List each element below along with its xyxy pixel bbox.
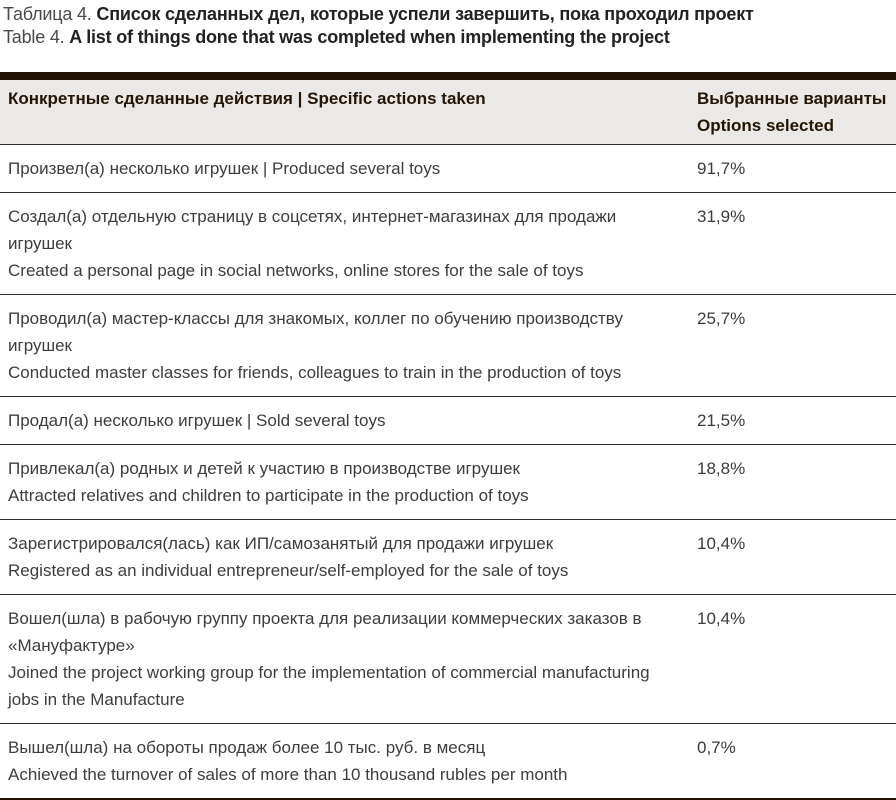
table-top-rule (0, 72, 896, 80)
value-cell: 10,4% (697, 609, 746, 628)
table-caption: Таблица 4. Список сделанных дел, которые… (0, 0, 896, 49)
action-line: Joined the project working group for the… (8, 663, 650, 709)
caption-ru-number: Таблица 4. (3, 4, 92, 24)
action-line: Achieved the turnover of sales of more t… (8, 765, 568, 784)
value-cell: 21,5% (697, 411, 746, 430)
table-row: Вышел(шла) на обороты продаж более 10 ты… (0, 724, 896, 798)
action-line: Проводил(а) мастер-классы для знакомых, … (8, 309, 623, 355)
table-row: Продал(а) несколько игрушек | Sold sever… (0, 397, 896, 445)
action-line: Registered as an individual entrepreneur… (8, 561, 569, 580)
table-caption-en: Table 4. A list of things done that was … (3, 26, 886, 49)
action-cell: Проводил(а) мастер-классы для знакомых, … (0, 305, 697, 386)
action-line: Вышел(шла) на обороты продаж более 10 ты… (8, 738, 486, 757)
table-row: Произвел(а) несколько игрушек | Produced… (0, 145, 896, 193)
action-line: Создал(а) отдельную страницу в соцсетях,… (8, 207, 617, 253)
action-line: Attracted relatives and children to part… (8, 486, 529, 505)
value-cell: 0,7% (697, 738, 736, 757)
action-line: Conducted master classes for friends, co… (8, 363, 622, 382)
column-header-options: Выбранные варианты Options selected (697, 85, 896, 139)
action-cell: Произвел(а) несколько игрушек | Produced… (0, 155, 697, 182)
value-cell: 10,4% (697, 534, 746, 553)
caption-en-title: A list of things done that was completed… (69, 27, 670, 47)
caption-ru-title: Список сделанных дел, которые успели зав… (96, 4, 754, 24)
value-cell: 18,8% (697, 459, 746, 478)
action-line: Произвел(а) несколько игрушек | Produced… (8, 159, 441, 178)
action-cell: Продал(а) несколько игрушек | Sold sever… (0, 407, 697, 434)
action-cell: Привлекал(а) родных и детей к участию в … (0, 455, 697, 509)
action-line: Зарегистрировался(лась) как ИП/самозанят… (8, 534, 554, 553)
table-row: Вошел(шла) в рабочую группу проекта для … (0, 595, 896, 724)
table-row: Проводил(а) мастер-классы для знакомых, … (0, 295, 896, 397)
column-header-actions: Конкретные сделанные действия | Specific… (8, 89, 486, 108)
value-cell: 91,7% (697, 159, 746, 178)
action-cell: Создал(а) отдельную страницу в соцсетях,… (0, 203, 697, 284)
action-cell: Зарегистрировался(лась) как ИП/самозанят… (0, 530, 697, 584)
action-line: Привлекал(а) родных и детей к участию в … (8, 459, 520, 478)
table-row: Зарегистрировался(лась) как ИП/самозанят… (0, 520, 896, 595)
action-cell: Вышел(шла) на обороты продаж более 10 ты… (0, 734, 697, 788)
column-header-options-en: Options selected (697, 116, 834, 135)
action-line: Продал(а) несколько игрушек | Sold sever… (8, 411, 386, 430)
table-row: Привлекал(а) родных и детей к участию в … (0, 445, 896, 520)
table-row: Создал(а) отдельную страницу в соцсетях,… (0, 193, 896, 295)
action-line: Вошел(шла) в рабочую группу проекта для … (8, 609, 642, 655)
value-cell: 25,7% (697, 309, 746, 328)
action-cell: Вошел(шла) в рабочую группу проекта для … (0, 605, 697, 713)
value-cell: 31,9% (697, 207, 746, 226)
table-header-row: Конкретные сделанные действия | Specific… (0, 80, 896, 145)
table-body: Произвел(а) несколько игрушек | Produced… (0, 145, 896, 798)
table-caption-ru: Таблица 4. Список сделанных дел, которые… (3, 3, 886, 26)
data-table: Конкретные сделанные действия | Specific… (0, 72, 896, 800)
caption-en-number: Table 4. (3, 27, 65, 47)
action-line: Created a personal page in social networ… (8, 261, 584, 280)
column-header-options-ru: Выбранные варианты (697, 89, 887, 108)
